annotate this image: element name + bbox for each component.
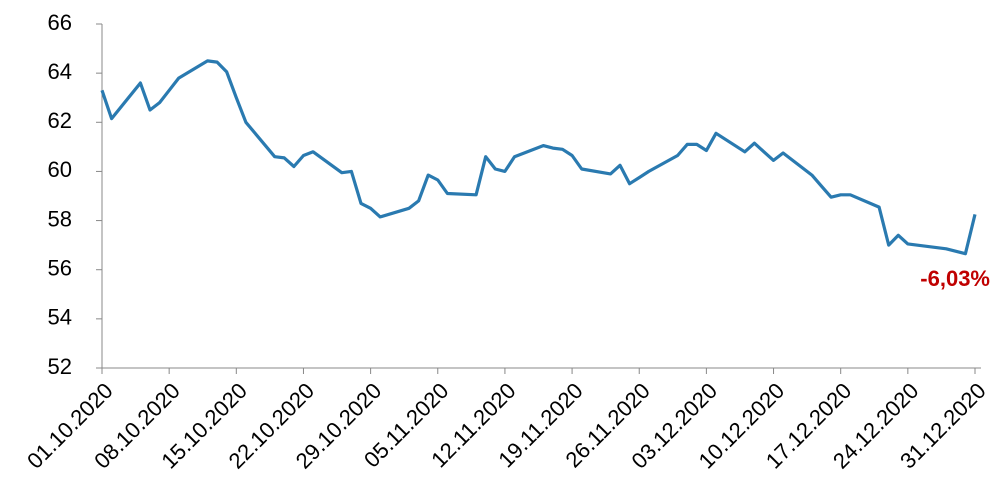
y-tick-label: 62 (48, 108, 72, 133)
y-tick-label: 66 (48, 10, 72, 35)
y-tick-label: 58 (48, 206, 72, 231)
data-line (100, 59, 977, 256)
y-tick-label: 52 (48, 354, 72, 379)
y-tick-label: 54 (48, 305, 72, 330)
y-tick-label: 64 (48, 59, 72, 84)
annotation: -6,03% (920, 266, 990, 291)
y-tick-label: 60 (48, 157, 72, 182)
y-tick-label: 56 (48, 256, 72, 281)
